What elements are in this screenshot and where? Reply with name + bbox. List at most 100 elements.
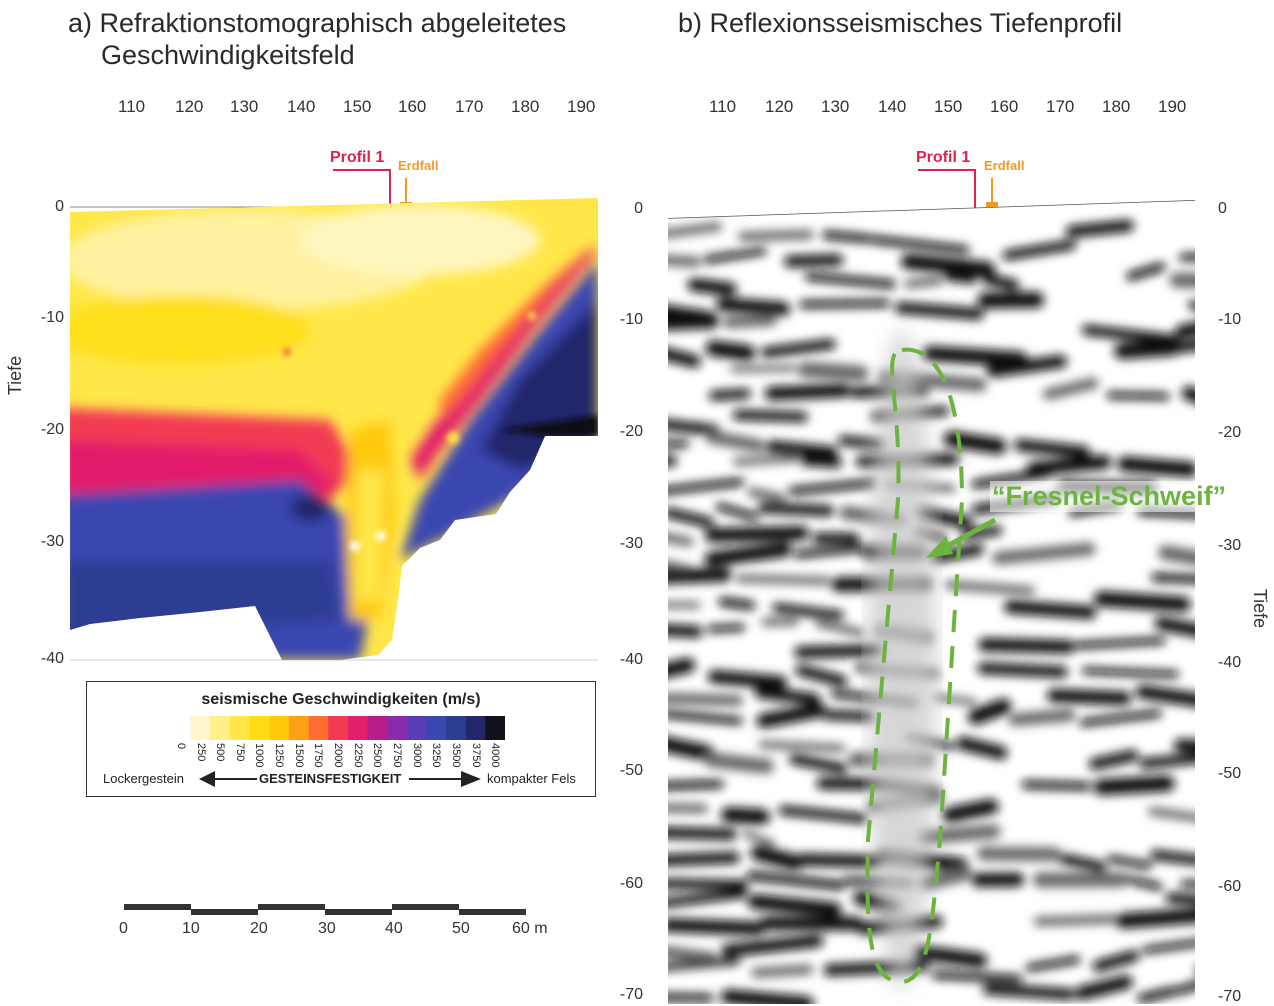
panel-b-y-tick-left: -70 [603, 986, 643, 1004]
reflector-band [1200, 969, 1220, 979]
reflector-band [645, 698, 738, 701]
reflector-band [1194, 305, 1221, 310]
reflector-band [728, 997, 807, 1004]
reflector-band [1078, 641, 1162, 646]
panel-b-y-tick-left: -60 [603, 875, 643, 893]
legend-tick: 1000 [253, 743, 265, 767]
scale-tick: 30 [318, 920, 336, 938]
reflector-band [924, 831, 993, 837]
reflector-band [1101, 599, 1183, 604]
reflector-band [723, 602, 751, 606]
legend-color-swatch [485, 716, 505, 740]
legend-color-swatch [269, 716, 289, 740]
panel-b-seismic-section [640, 140, 1220, 1004]
reflector-band [936, 697, 973, 702]
legend-color-swatch [210, 716, 230, 740]
panel-a-velocity-field [50, 190, 620, 670]
reflector-band [949, 585, 1030, 591]
panel-a-velocity-section [0, 0, 620, 680]
reflector-band [930, 354, 1020, 360]
reflector-band [654, 858, 735, 861]
fresnel-tail-zone [868, 330, 936, 990]
reflector-band [976, 706, 1004, 716]
legend-tick: 3250 [430, 743, 442, 767]
reflector-band [662, 630, 697, 632]
reflector-band [647, 832, 731, 834]
reflector-band [823, 783, 873, 784]
reflector-band [1184, 884, 1220, 885]
legend-color-swatch [466, 716, 486, 740]
panel-b-x-tick: 130 [821, 97, 849, 117]
reflector-band [1110, 395, 1166, 396]
panel-b-reflection-image [640, 190, 1220, 1004]
reflector-band [642, 575, 725, 578]
reflector-band [711, 760, 766, 766]
reflector-band [1085, 671, 1175, 675]
panel-b-x-tick: 140 [878, 97, 906, 117]
panel-b-y-tick-right: -30 [1218, 537, 1258, 555]
reflector-band [759, 853, 796, 863]
reflector-band [714, 394, 746, 396]
legend-color-swatch [171, 716, 191, 740]
legend-color-swatch [446, 716, 466, 740]
legend-tick: 1500 [293, 743, 305, 767]
scale-tick: 20 [250, 920, 268, 938]
reflector-band [772, 390, 844, 393]
legend-tick: 750 [234, 743, 246, 761]
reflector-band [714, 677, 780, 683]
panel-b-x-tick: 120 [765, 97, 793, 117]
reflector-band [668, 925, 758, 928]
reflector-band [752, 492, 781, 498]
reflector-band [1026, 785, 1088, 787]
panel-b-x-tick: 110 [709, 97, 736, 117]
reflector-band [740, 579, 827, 581]
reflector-band [711, 627, 742, 629]
scale-tick: 40 [385, 920, 403, 938]
reflector-band [1038, 919, 1112, 922]
reflector-band [763, 745, 842, 749]
reflector-band [963, 743, 1001, 753]
reflector-band [1161, 623, 1204, 631]
reflector-band [743, 235, 809, 237]
legend-color-swatch [367, 716, 387, 740]
reflector-band [1123, 915, 1203, 921]
reflector-band [1156, 577, 1221, 580]
reflector-band [843, 440, 880, 444]
scale-end-label: 60 m [512, 920, 548, 938]
reflector-band [828, 715, 871, 717]
reflector-band [1183, 256, 1220, 257]
reflector-band [734, 368, 793, 369]
panel-b-y-tick-left: -40 [603, 651, 643, 669]
panel-b-y-tick-left: -50 [603, 762, 643, 780]
reflector-band [800, 650, 879, 652]
reflector-band [694, 285, 730, 290]
reflector-band [806, 461, 838, 463]
reflector-band [765, 621, 795, 622]
reflector-band [663, 321, 712, 323]
reflector-band [1072, 226, 1128, 232]
panel-b-y-tick-right: -50 [1218, 765, 1258, 783]
panel-b-y-tick-left: -30 [603, 535, 643, 553]
reflector-band [926, 874, 965, 883]
reflector-band [901, 308, 979, 314]
reflector-band [756, 969, 808, 972]
reflector-band [1034, 462, 1105, 469]
reflector-band [1015, 715, 1069, 720]
reflector-band [763, 508, 829, 511]
reflector-band [1179, 340, 1220, 348]
reflector-band [1182, 324, 1220, 332]
panel-b-x-tick: 150 [934, 97, 962, 117]
legend-tick: 0 [175, 743, 187, 749]
reflector-band [985, 645, 1068, 647]
panel-b-x-tick: 180 [1102, 97, 1130, 117]
legend-color-swatch [250, 716, 270, 740]
legend-arrow [191, 770, 491, 788]
reflector-band [1020, 445, 1084, 452]
fresnel-annotation: “Fresnel-Schweif” [990, 481, 1228, 512]
reflector-band [640, 784, 720, 787]
panel-b-y-tick-left: -20 [603, 423, 643, 441]
legend-title: seismische Geschwindigkeiten (m/s) [87, 691, 595, 709]
legend-color-swatch [387, 716, 407, 740]
reflector-band [659, 665, 688, 672]
